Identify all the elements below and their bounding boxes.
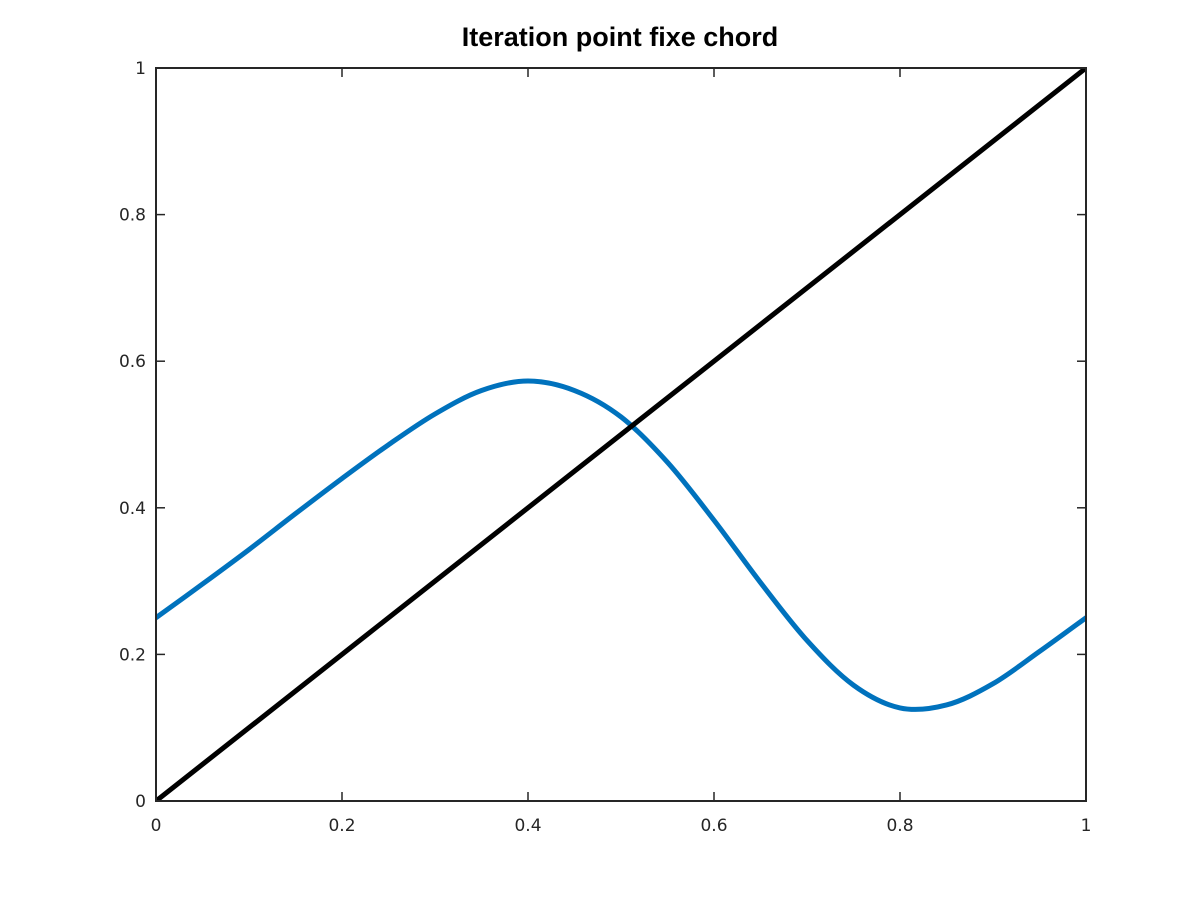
chart-title: Iteration point fixe chord <box>462 22 779 52</box>
y-tick-label: 0.8 <box>119 206 146 226</box>
plot-area: 0 0.2 0.4 0.6 0.8 1 0 0.2 0.4 0.6 0.8 1 <box>119 59 1091 836</box>
series-line-2 <box>156 68 1086 801</box>
y-tick-label: 1 <box>135 59 146 79</box>
x-tick-label: 0.8 <box>886 816 913 836</box>
x-tick-label: 0.6 <box>700 816 727 836</box>
x-tick-label: 0.2 <box>328 816 355 836</box>
axes-box <box>155 67 1087 802</box>
series-line-1 <box>156 378 1086 712</box>
x-tick-label: 0.4 <box>514 816 541 836</box>
y-tick-label: 0 <box>135 792 146 812</box>
x-tick-label: 1 <box>1081 816 1092 836</box>
x-tick-label: 0 <box>151 816 162 836</box>
y-tick-label: 0.2 <box>119 645 146 665</box>
y-tick-label: 0.6 <box>119 352 146 372</box>
y-tick-label: 0.4 <box>119 499 146 519</box>
